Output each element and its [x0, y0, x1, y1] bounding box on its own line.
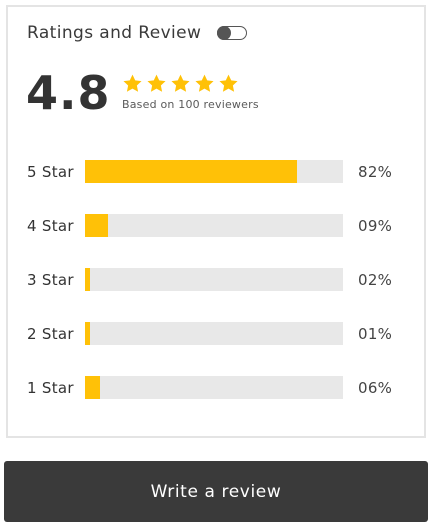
rating-row-2-star: 2 Star 01% [27, 322, 399, 346]
star-icon [123, 74, 142, 92]
write-review-button[interactable]: Write a review [4, 461, 428, 522]
star-icon [147, 74, 166, 92]
rating-bar-fill [85, 214, 109, 237]
star-icon [195, 74, 214, 92]
star-rating [122, 73, 239, 94]
rating-percent: 82% [358, 163, 393, 181]
rating-label: 2 Star [27, 325, 74, 343]
toggle-knob [216, 25, 231, 40]
rating-bar-fill [85, 268, 91, 291]
rating-label: 1 Star [27, 379, 74, 397]
rating-label: 4 Star [27, 217, 74, 235]
rating-label: 3 Star [27, 271, 74, 289]
reviewer-count: Based on 100 reviewers [122, 98, 259, 111]
rating-bar-fill [85, 376, 101, 399]
rating-bar-track [85, 268, 343, 291]
rating-percent: 02% [358, 271, 393, 289]
ratings-card: Ratings and Review 4.8 Based on 100 revi… [6, 5, 426, 438]
rating-bar-track [85, 376, 343, 399]
rating-label: 5 Star [27, 163, 74, 181]
rating-bar-fill [85, 160, 297, 183]
rating-bar-fill [85, 322, 91, 345]
ratings-toggle[interactable] [216, 25, 248, 40]
rating-row-1-star: 1 Star 06% [27, 376, 399, 400]
star-icon [219, 74, 238, 92]
header: Ratings and Review [27, 23, 248, 43]
rating-bar-track [85, 214, 343, 237]
rating-percent: 06% [358, 379, 393, 397]
rating-percent: 09% [358, 217, 393, 235]
star-icon [171, 74, 190, 92]
rating-bar-track [85, 160, 343, 183]
rating-row-4-star: 4 Star 09% [27, 214, 399, 238]
rating-percent: 01% [358, 325, 393, 343]
rating-row-5-star: 5 Star 82% [27, 160, 399, 184]
rating-bar-track [85, 322, 343, 345]
rating-row-3-star: 3 Star 02% [27, 268, 399, 292]
ratings-title: Ratings and Review [27, 23, 202, 43]
average-score: 4.8 [26, 66, 111, 120]
